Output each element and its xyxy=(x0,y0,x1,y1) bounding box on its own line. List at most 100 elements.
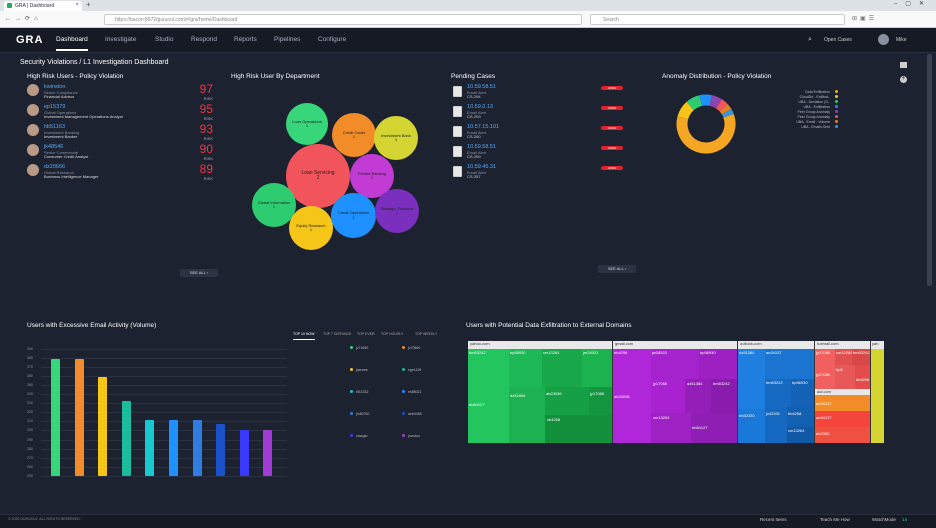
treemap-cell[interactable]: ae34137 xyxy=(765,349,814,379)
treemap-cell[interactable]: jy17086 xyxy=(816,372,831,377)
bar-bf11332[interactable] xyxy=(145,419,155,476)
treemap-cell[interactable]: eb2303 xyxy=(815,427,870,443)
address-bar[interactable]: https://bacon:8972/gurucul.com/#/gra/hom… xyxy=(104,14,582,25)
legend-item[interactable]: jtwcnes xyxy=(350,368,368,372)
treemap-cell[interactable]: dz51384 xyxy=(685,379,711,413)
legend-item[interactable]: Data Exfiltration xyxy=(805,90,830,94)
bar-jm50760[interactable] xyxy=(192,419,202,476)
avatar[interactable] xyxy=(878,34,889,45)
nav-studio[interactable]: Studio xyxy=(155,36,174,43)
treemap-cell[interactable]: ab23036 xyxy=(545,387,589,415)
treemap-cell[interactable]: eb52330 xyxy=(738,409,765,443)
legend-item[interactable]: jm50760 xyxy=(350,412,369,416)
legend-item[interactable]: es88022 xyxy=(402,390,421,394)
treemap-cell[interactable]: jy17086 xyxy=(589,387,612,415)
scrollbar[interactable] xyxy=(927,54,932,286)
nav-pipelines[interactable]: Pipelines xyxy=(274,36,301,43)
treemap-cell[interactable]: bm53242 xyxy=(711,379,737,413)
see-all-users-button[interactable]: SEE ALL › xyxy=(180,269,218,277)
treemap-cell[interactable]: cm13264 xyxy=(542,349,582,387)
close-tab-icon[interactable]: × xyxy=(75,2,79,8)
window-controls[interactable]: –▢✕ xyxy=(893,1,932,7)
bar-aeb0458[interactable] xyxy=(216,424,226,476)
treemap-cell[interactable]: bm53242 xyxy=(765,379,791,407)
legend-item[interactable]: Peer Group Anomaly xyxy=(797,115,831,119)
tab-top-ever[interactable]: TOP EVER xyxy=(357,332,375,336)
treemap-cell[interactable]: bb4258 xyxy=(787,407,814,427)
add-widget-icon[interactable]: + xyxy=(900,76,907,83)
legend-item[interactable]: UBA - Email - Volume xyxy=(796,120,830,124)
case-row[interactable]: 10.59.45.31 Email Alert CS-257 OPEN xyxy=(451,163,631,183)
bubble-equity-research[interactable]: Equity Research 1 xyxy=(289,206,333,250)
legend-item[interactable]: UBA - Emails Sent xyxy=(801,125,830,129)
treemap-cell[interactable]: bb4256 xyxy=(855,365,870,389)
bar-es88022[interactable] xyxy=(169,419,178,476)
nav-respond[interactable]: Respond xyxy=(191,36,218,43)
legend-item[interactable]: aeb0458 xyxy=(402,412,422,416)
bubble-loan-operations[interactable]: Loan Operations 1 xyxy=(286,103,328,145)
browser-extensions[interactable]: ⊞▣☰ xyxy=(852,16,878,22)
bar-jv71650[interactable] xyxy=(51,358,60,476)
tab-top-7-distance[interactable]: TOP 7 DISTANCE xyxy=(323,332,352,336)
treemap-cell[interactable]: bp58930 xyxy=(509,349,542,387)
legend-item[interactable]: ege1199 xyxy=(402,368,421,372)
anomaly-donut-chart[interactable] xyxy=(674,92,738,156)
legend-item[interactable]: oiaagtu xyxy=(350,434,367,438)
treemap-cell[interactable]: bp5 xyxy=(835,365,855,389)
bubble-global-information[interactable]: Global Information 1 xyxy=(252,183,296,227)
legend-item[interactable]: jv70560 xyxy=(402,346,420,350)
treemap-cell[interactable]: cb4258 xyxy=(545,415,612,443)
see-all-cases-button[interactable]: SEE ALL › xyxy=(598,265,636,273)
case-row[interactable]: 10.57.15.101 Email Alert CS-260 OPEN xyxy=(451,123,631,143)
treemap-cell[interactable]: eb84127 xyxy=(691,413,737,443)
treemap-cell[interactable]: ae84137 xyxy=(815,411,870,427)
treemap-cell[interactable]: bp56930 xyxy=(791,379,814,407)
user-row[interactable]: hb51163 Investment Banking Investment Bank… xyxy=(27,122,217,144)
bar-ege1199[interactable] xyxy=(121,401,131,476)
legend-item[interactable]: jv71650 xyxy=(350,346,368,350)
treemap-cell[interactable]: bb4256 xyxy=(613,349,651,443)
treemap-cell[interactable]: eb84127 xyxy=(469,402,485,407)
legend-item[interactable]: CloudDe - Exfiltrat.. xyxy=(799,95,830,99)
nav-investigate[interactable]: Investigate xyxy=(105,36,137,43)
teach-me-link[interactable]: Teach Me How xyxy=(820,517,850,522)
treemap-cell[interactable]: cm13264 xyxy=(835,349,852,365)
bubble-strategic-solutions[interactable]: Strategic Solutions 1 xyxy=(375,189,419,233)
treemap-cell[interactable]: ae34137 xyxy=(815,395,870,411)
treemap-cell[interactable]: jy17066 xyxy=(651,379,685,413)
browser-search-input[interactable]: Search xyxy=(590,14,845,25)
legend-item[interactable]: Peer Group Anomaly xyxy=(797,110,831,114)
new-tab-icon[interactable]: + xyxy=(86,0,91,9)
case-row[interactable]: 10.59.58.51 Email Alert CS-259 OPEN xyxy=(451,143,631,163)
treemap-cell[interactable]: jx42331 xyxy=(765,407,787,443)
browser-nav-icons[interactable]: ←→⟳⌂ xyxy=(5,16,42,22)
email-bar-chart[interactable]: 390 380 370 360 350 340 330 320 310 300 290 280 270 2… xyxy=(27,340,287,480)
recent-items-link[interactable]: Recent Items xyxy=(760,517,787,522)
legend-item[interactable]: bf11332 xyxy=(350,390,368,394)
nav-dashboard[interactable]: Dashboard xyxy=(56,36,88,43)
user-row[interactable]: dz20666 Global Research Business Intellige… xyxy=(27,162,217,184)
legend-item[interactable]: UBA - Exfiltration xyxy=(803,105,830,109)
treemap-cell[interactable]: dz51384 xyxy=(738,349,765,409)
treemap-cell[interactable]: jy17066 xyxy=(815,349,835,389)
treemap-cell[interactable]: jw28523 xyxy=(651,349,699,379)
open-cases-label[interactable]: Open Cases xyxy=(824,37,852,43)
treemap-cell[interactable]: bm53242 xyxy=(468,349,509,443)
tab-top-10-now[interactable]: TOP 10 NOW xyxy=(293,332,315,336)
treemap-cell[interactable]: cm13264 xyxy=(787,427,814,443)
case-row[interactable]: 10.59.0.13 Email Alert CS-293 OPEN xyxy=(451,103,631,123)
treemap-cell[interactable]: dz51864 xyxy=(509,387,545,443)
watchmode-link[interactable]: WatchMode xyxy=(872,517,896,522)
user-row[interactable]: kwinston Senior Compliance Financial Advis… xyxy=(27,82,217,104)
legend-item[interactable]: jnvcauo xyxy=(402,434,420,438)
treemap-cell[interactable]: ab23036 xyxy=(614,394,630,399)
nav-reports[interactable]: Reports xyxy=(234,36,257,43)
user-row[interactable]: ep15379 Global Operations Investment Manag… xyxy=(27,102,217,124)
case-row[interactable]: 10.59.58.51 Email Alert CS-294 OPEN xyxy=(451,83,631,103)
bar-jnvcauo[interactable] xyxy=(263,429,273,476)
bar-oiaagtu[interactable] xyxy=(239,429,249,476)
treemap-cell[interactable]: cm13264 xyxy=(651,413,691,443)
tab-top-weekly[interactable]: TOP WEEKLY xyxy=(415,332,438,336)
nav-configure[interactable]: Configure xyxy=(318,36,347,43)
search-icon[interactable]: ⌕ xyxy=(808,36,812,43)
